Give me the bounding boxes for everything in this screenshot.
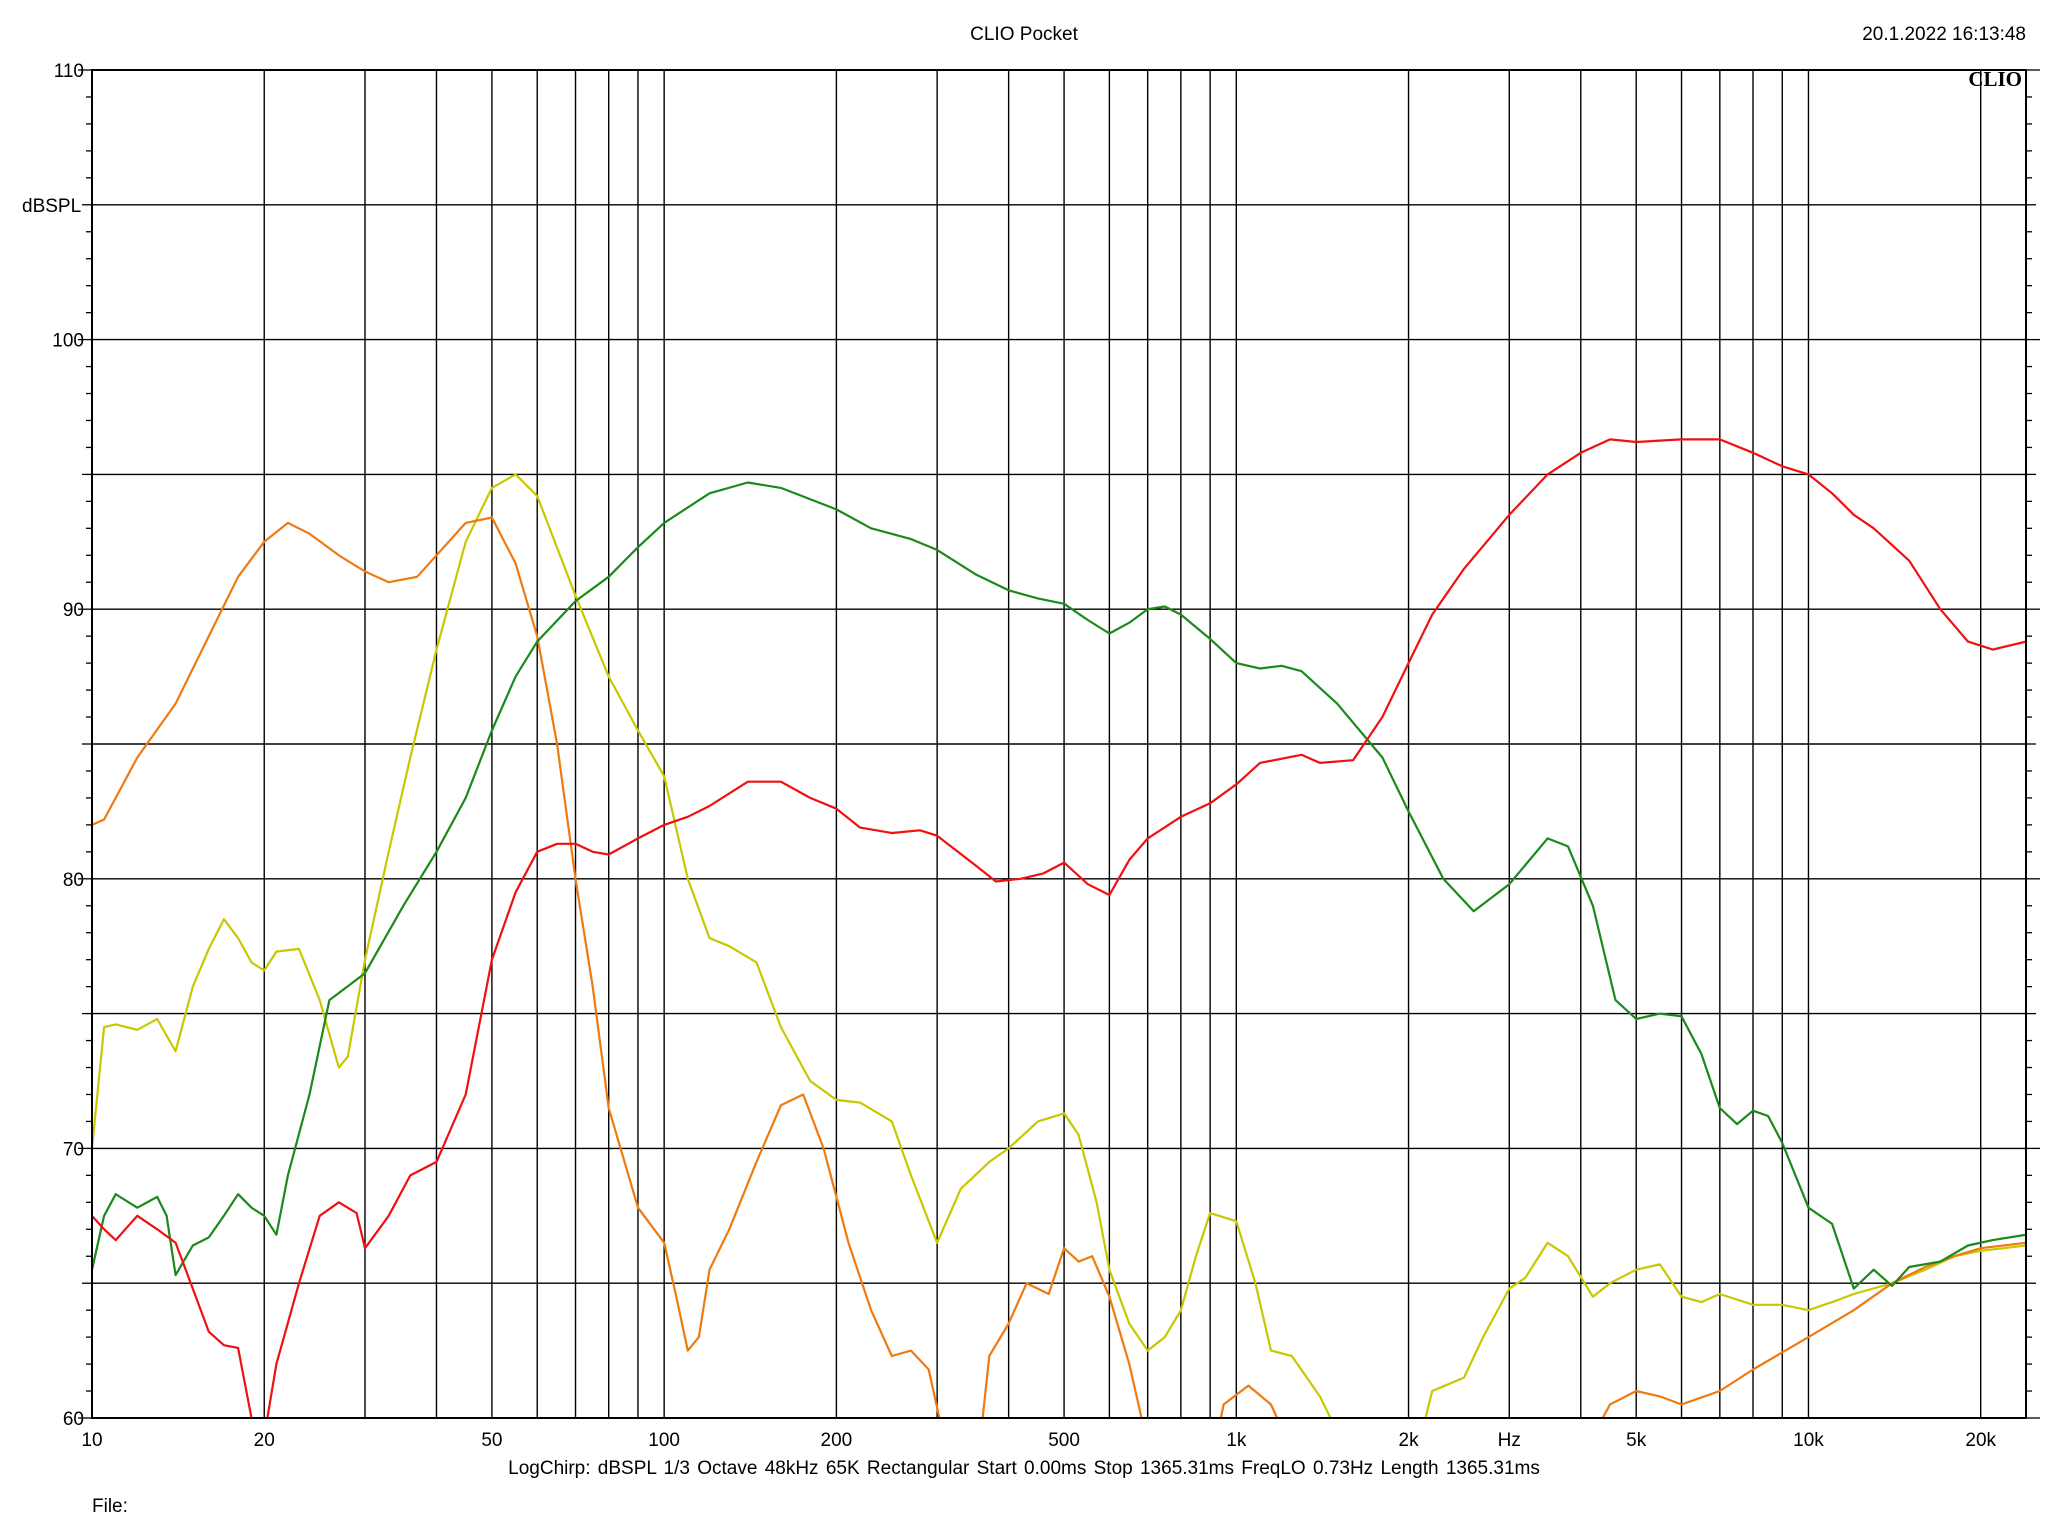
x-tick-label: 20k [1965, 1430, 1996, 1451]
file-label: File: [92, 1496, 128, 1517]
x-tick-label: 500 [1048, 1430, 1080, 1451]
x-tick-label: 10k [1793, 1430, 1824, 1451]
x-tick-label: 50 [481, 1430, 502, 1451]
series-line-2 [92, 516, 2026, 1418]
y-tick-label: 80 [63, 870, 84, 891]
x-axis: 10 20 50 100 200 500 1k 2k 5k 10k 20k [81, 1430, 1996, 1451]
timestamp: 20.1.2022 16:13:48 [1862, 24, 2026, 45]
x-axis-unit-label: Hz [1498, 1430, 1521, 1451]
series-line-3 [92, 481, 2026, 1290]
x-tick-label: 100 [648, 1430, 680, 1451]
chart-grid [92, 70, 2026, 1418]
y-tick-label: 70 [63, 1139, 84, 1160]
y-tick-label: 60 [63, 1409, 84, 1430]
x-tick-label: 1k [1226, 1430, 1247, 1451]
chart-series [92, 438, 2026, 1418]
x-tick-label: 2k [1399, 1430, 1420, 1451]
y-tick-label: 90 [63, 600, 84, 621]
series-line-1 [92, 473, 2026, 1418]
y-tick-label: 100 [52, 331, 84, 352]
series-line-4 [92, 438, 2026, 1418]
clio-logo: CLIO [1968, 67, 2022, 91]
y-axis: 110 100 90 80 70 60 [52, 61, 2040, 1430]
x-tick-label: 5k [1626, 1430, 1647, 1451]
y-axis-label: dBSPL [22, 196, 81, 217]
x-tick-label: 10 [81, 1430, 102, 1451]
x-tick-label: 20 [254, 1430, 275, 1451]
y-tick-label: 110 [54, 61, 84, 82]
chart-title: CLIO Pocket [970, 24, 1078, 45]
x-tick-label: 200 [821, 1430, 853, 1451]
measurement-settings: LogChirp: dBSPL 1/3 Octave 48kHz 65K Rec… [508, 1458, 1540, 1479]
